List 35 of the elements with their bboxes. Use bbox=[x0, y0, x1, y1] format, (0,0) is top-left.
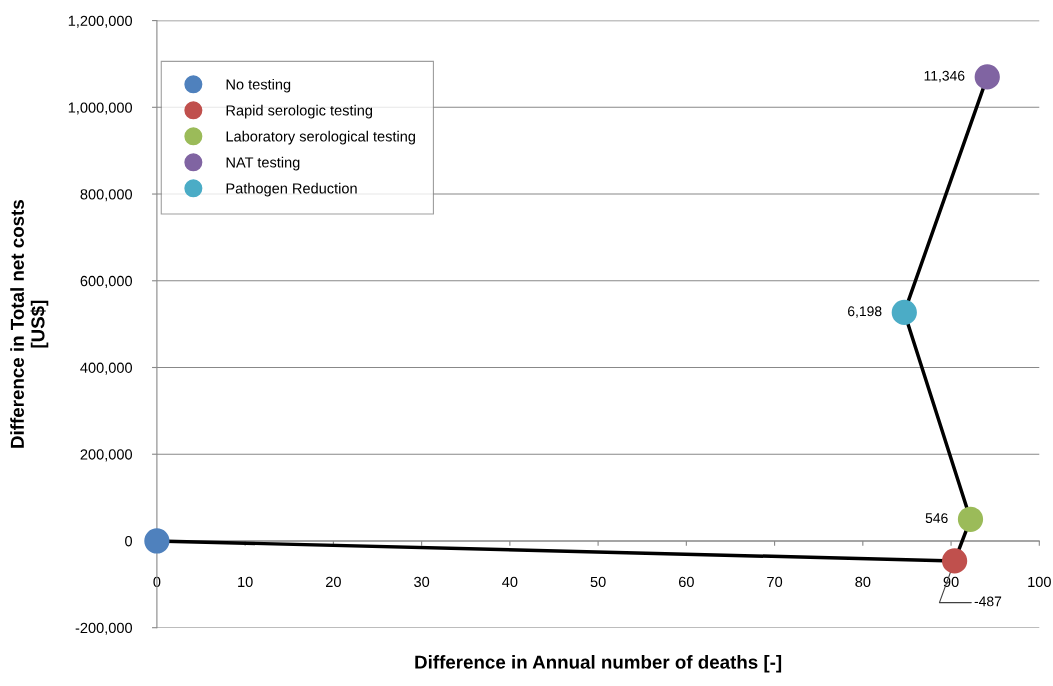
x-tick-label: 40 bbox=[502, 576, 518, 588]
x-tick-label: 30 bbox=[414, 576, 430, 588]
annotation: 6,198 bbox=[848, 306, 882, 318]
x-tick-label: 20 bbox=[326, 576, 341, 588]
legend-label: No testing bbox=[226, 78, 291, 93]
point bbox=[957, 506, 984, 532]
annotation: 11,346 bbox=[924, 70, 965, 83]
y-tick-label: 200,000 bbox=[80, 449, 133, 462]
annotation: -487 bbox=[974, 596, 1002, 607]
x-tick-label: 60 bbox=[678, 576, 694, 588]
y-tick-label: 1,200,000 bbox=[68, 15, 133, 28]
y-tick-label: 800,000 bbox=[80, 189, 133, 202]
y-tick-label: 0 bbox=[125, 536, 133, 547]
x-tick-label: 80 bbox=[855, 576, 871, 588]
point bbox=[144, 528, 170, 554]
point bbox=[891, 299, 917, 326]
legend-label: Laboratory serological testing bbox=[226, 130, 415, 145]
y-tick-label: 400,000 bbox=[80, 362, 133, 375]
y-tick-label: 1,000,000 bbox=[68, 102, 133, 115]
annotation: 546 bbox=[925, 513, 948, 524]
x-tick-label: 10 bbox=[238, 576, 253, 588]
legend-label: Pathogen Reduction bbox=[226, 182, 357, 197]
x-tick-label: 50 bbox=[590, 576, 606, 588]
x-tick-label: 0 bbox=[153, 576, 161, 588]
legend-label: NAT testing bbox=[226, 156, 300, 171]
y-axis-title: Difference in Total net costs [US$] bbox=[10, 200, 49, 448]
legend-label: Rapid serologic testing bbox=[226, 104, 373, 119]
y-tick-label: -200,000 bbox=[75, 622, 133, 635]
x-axis-title: Difference in Annual number of deaths [-] bbox=[415, 655, 782, 673]
x-tick-label: 90 bbox=[943, 576, 959, 588]
point bbox=[941, 548, 968, 574]
y-tick-label: 600,000 bbox=[80, 275, 133, 288]
point bbox=[974, 64, 1000, 90]
x-tick-label: 70 bbox=[767, 576, 783, 588]
x-tick-label: 100 bbox=[1028, 576, 1051, 588]
